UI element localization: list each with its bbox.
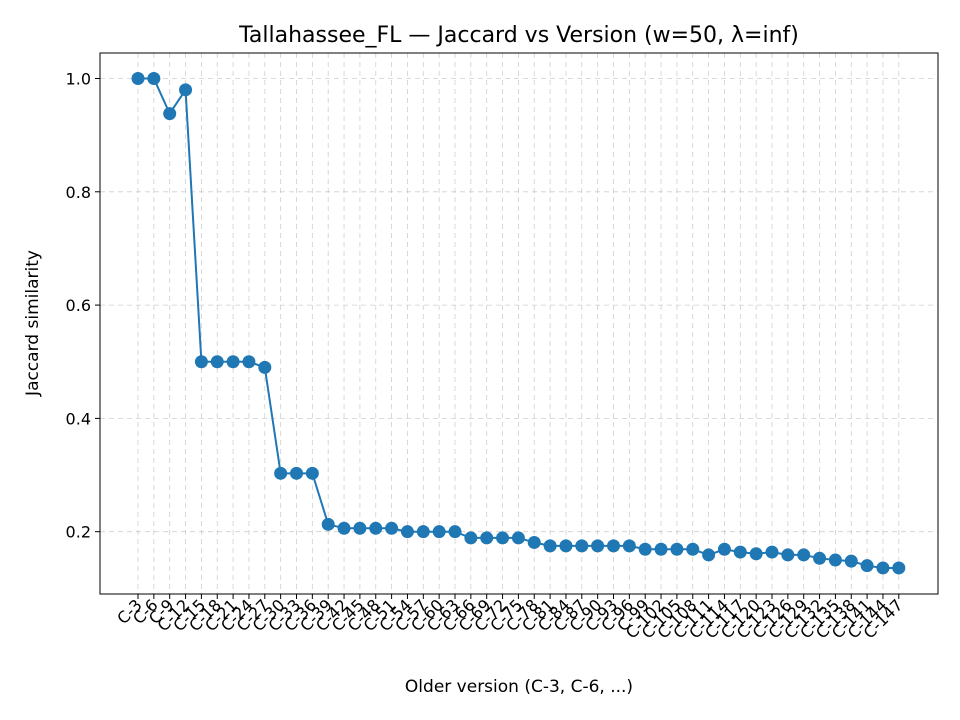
series-markers (131, 71, 906, 575)
y-tick-label: 0.4 (66, 409, 91, 428)
data-point (448, 525, 462, 539)
data-point (369, 521, 383, 535)
data-point (813, 551, 827, 565)
data-point (543, 539, 557, 553)
data-point (876, 561, 890, 575)
data-point (622, 539, 636, 553)
grid-layer (100, 53, 938, 594)
y-tick-label: 0.8 (66, 183, 91, 202)
data-point (844, 554, 858, 568)
x-axis: C-3C-6C-9C-12C-15C-18C-21C-24C-27C-30C-3… (113, 594, 907, 642)
data-point (828, 553, 842, 567)
data-point (147, 71, 161, 85)
data-point (496, 531, 510, 545)
data-point (464, 531, 478, 545)
data-point (194, 355, 208, 369)
data-point (638, 542, 652, 556)
data-point (575, 539, 589, 553)
data-point (717, 542, 731, 556)
data-point (733, 545, 747, 559)
data-point (591, 539, 605, 553)
y-tick-label: 0.2 (66, 523, 91, 542)
data-point (258, 360, 272, 374)
data-point (480, 531, 494, 545)
data-point (179, 83, 193, 97)
data-point (607, 539, 620, 553)
data-point (702, 548, 716, 562)
data-point (400, 525, 414, 539)
data-point (511, 531, 525, 545)
data-point (781, 548, 795, 562)
data-point (210, 355, 224, 369)
data-point (226, 355, 240, 369)
data-point (242, 355, 256, 369)
data-point (321, 517, 335, 531)
y-axis-label: Jaccard similarity (23, 250, 43, 397)
data-point (163, 107, 177, 121)
data-point (860, 559, 874, 573)
data-point (274, 466, 288, 480)
y-tick-label: 1.0 (66, 69, 91, 88)
data-point (749, 547, 763, 561)
data-point (290, 466, 303, 480)
plot-frame (99, 52, 939, 595)
data-point (527, 535, 541, 549)
data-point (432, 525, 446, 539)
data-point (416, 525, 430, 539)
data-point (385, 521, 399, 535)
data-point (765, 545, 779, 559)
data-point (131, 71, 145, 85)
data-point (892, 561, 906, 575)
data-point (559, 539, 573, 553)
x-axis-label: Older version (C-3, C-6, ...) (405, 677, 633, 697)
data-point (686, 542, 700, 556)
data-point (797, 548, 811, 562)
y-tick-label: 0.6 (66, 296, 91, 315)
data-point (670, 542, 684, 556)
chart-title: Tallahassee_FL — Jaccard vs Version (w=5… (238, 23, 799, 48)
y-axis: 0.2 0.4 0.6 0.8 1.0 (66, 69, 100, 542)
data-point (654, 542, 668, 556)
data-point (305, 466, 319, 480)
data-point (353, 521, 367, 535)
data-point (337, 521, 351, 535)
